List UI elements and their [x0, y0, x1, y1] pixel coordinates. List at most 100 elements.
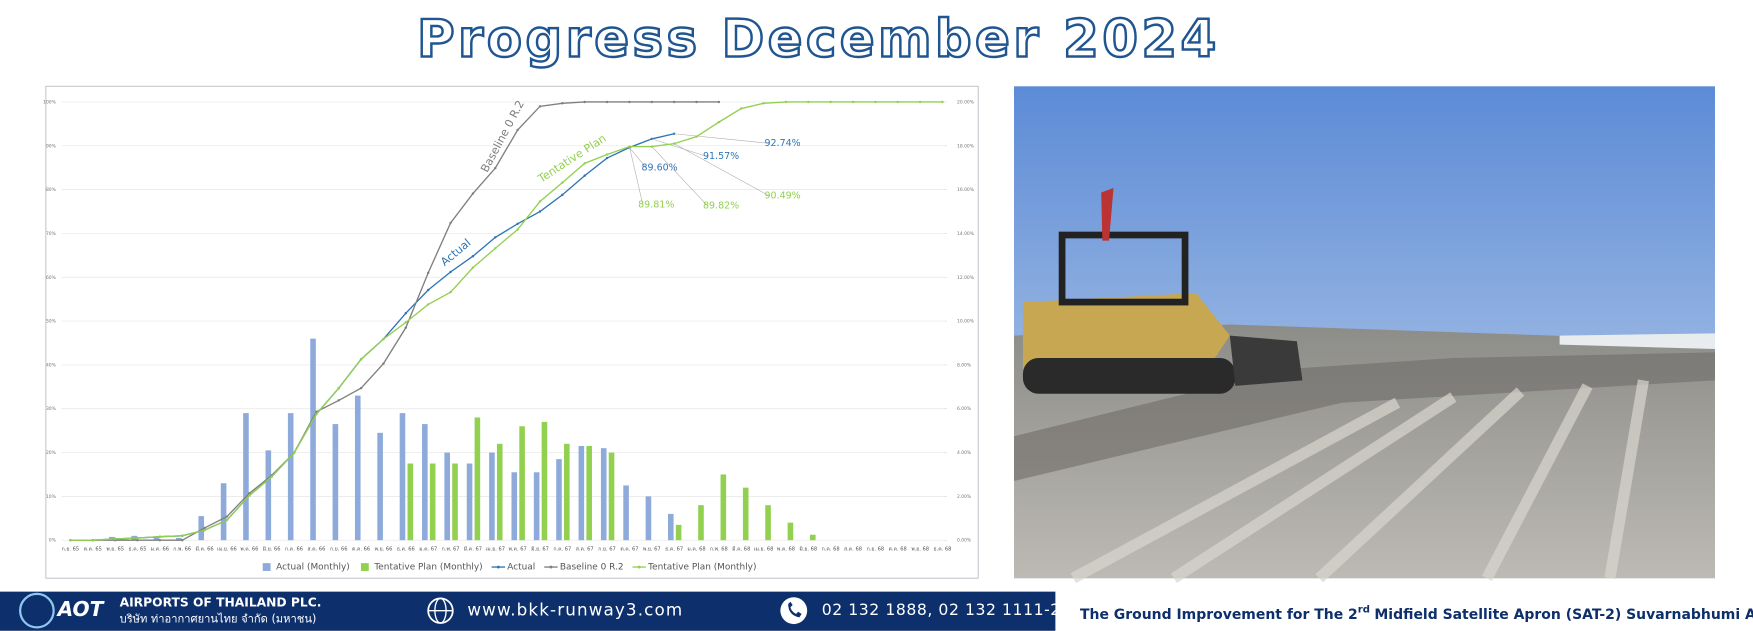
line-marker	[426, 271, 430, 275]
legend-marker	[496, 565, 500, 569]
bar	[153, 536, 160, 541]
bar	[407, 463, 414, 541]
line-marker	[158, 538, 162, 542]
line-marker	[69, 538, 72, 542]
x-tick-label: พ.ย. 66	[375, 547, 393, 553]
line-marker	[181, 538, 184, 542]
company-th: บริษัท ท่าอากาศยานไทย จำกัด (มหาชน)	[120, 613, 317, 626]
x-tick-label: ม.ค. 68	[687, 547, 705, 553]
x-tick-label: ส.ค. 67	[576, 547, 594, 553]
line-marker	[516, 222, 519, 226]
legend-marker	[637, 565, 641, 569]
bar	[399, 413, 406, 541]
bar	[667, 513, 674, 541]
leader-line	[629, 146, 644, 205]
bar	[645, 496, 652, 541]
x-tick-label: ธ.ค. 68	[933, 547, 951, 553]
bar	[511, 472, 518, 541]
x-tick-label: ธ.ค. 66	[397, 547, 415, 553]
x-tick-label: มิ.ย. 68	[799, 546, 817, 553]
y2-tick-label: 16.00%	[957, 187, 974, 193]
line-marker	[538, 210, 542, 213]
value-label: 89.81%	[638, 199, 674, 210]
bar	[354, 395, 361, 541]
bar	[600, 448, 607, 541]
line-marker	[784, 100, 788, 104]
slide-title: Progress December 2024	[417, 10, 1220, 70]
line-marker	[717, 120, 721, 124]
x-tick-label: มี.ค. 68	[732, 546, 750, 553]
legend-label: Actual	[507, 563, 535, 573]
project-title: The Ground Improvement for The 2rd Midfie…	[1080, 605, 1753, 624]
line-marker	[494, 166, 497, 170]
line-marker	[896, 100, 899, 104]
x-tick-label: ธ.ค. 65	[129, 547, 147, 553]
line-marker	[225, 518, 229, 522]
x-tick-label: ม.ค. 67	[419, 547, 437, 553]
legend-item: Actual	[491, 563, 535, 573]
y-tick-label: 100%	[43, 99, 56, 105]
legend-label: Actual (Monthly)	[276, 563, 350, 573]
line-marker	[337, 386, 340, 390]
value-label: 90.49%	[764, 190, 800, 201]
line-marker	[471, 266, 475, 269]
line-marker	[136, 536, 139, 540]
line-marker	[605, 153, 609, 156]
bar	[720, 474, 727, 541]
line	[70, 101, 943, 541]
x-tick-label: ก.ย. 68	[867, 547, 885, 553]
bar	[519, 426, 525, 541]
line-marker	[807, 100, 810, 104]
x-tick-label: ก.ย. 67	[598, 547, 616, 553]
line-marker	[918, 100, 922, 104]
bar	[287, 413, 294, 541]
line-marker	[181, 534, 184, 538]
line-marker	[583, 162, 586, 165]
bar	[698, 505, 704, 541]
bar	[556, 459, 562, 541]
leader-line	[651, 146, 708, 207]
x-tick-label: ก.พ. 66	[173, 547, 191, 553]
y-tick-label: 90%	[46, 143, 56, 149]
x-tick-label: ต.ค. 68	[889, 547, 907, 553]
legend-swatch	[262, 563, 271, 571]
bar	[332, 424, 339, 541]
line-marker	[449, 270, 452, 274]
line-marker	[851, 100, 855, 104]
footer-bar	[0, 591, 1056, 631]
y-tick-label: 50%	[46, 319, 56, 325]
x-tick-label: พ.ย. 67	[643, 547, 661, 553]
line-marker	[762, 102, 765, 105]
y2-tick-label: 12.00%	[957, 275, 974, 281]
line-marker	[471, 254, 475, 258]
legend-item: Tentative Plan (Monthly)	[360, 563, 483, 573]
x-tick-label: มี.ค. 66	[195, 546, 213, 553]
line-marker	[672, 100, 676, 104]
legend-item: Actual (Monthly)	[262, 563, 350, 573]
bar	[578, 445, 585, 541]
value-label: 91.57%	[703, 151, 739, 162]
line-marker	[225, 515, 229, 518]
x-tick-label: มิ.ย. 67	[531, 546, 549, 553]
bar	[533, 472, 540, 541]
legend-swatch	[360, 563, 369, 571]
y2-tick-label: 6.00%	[957, 406, 971, 412]
legend-item: Tentative Plan (Monthly)	[632, 563, 756, 573]
line-marker	[359, 357, 363, 361]
line-marker	[337, 399, 340, 402]
bar	[444, 452, 450, 541]
line-marker	[404, 311, 408, 315]
bar	[564, 443, 570, 541]
bar	[675, 524, 682, 541]
line-marker	[91, 538, 95, 542]
phone-icon	[780, 597, 808, 625]
bar	[765, 505, 771, 541]
x-tick-label: พ.ย. 68	[911, 547, 929, 553]
x-tick-label: พ.ค. 67	[509, 547, 527, 553]
x-tick-label: มี.ค. 67	[464, 546, 482, 553]
line-marker	[628, 100, 631, 104]
line-marker	[292, 451, 296, 455]
line-marker	[561, 181, 564, 184]
